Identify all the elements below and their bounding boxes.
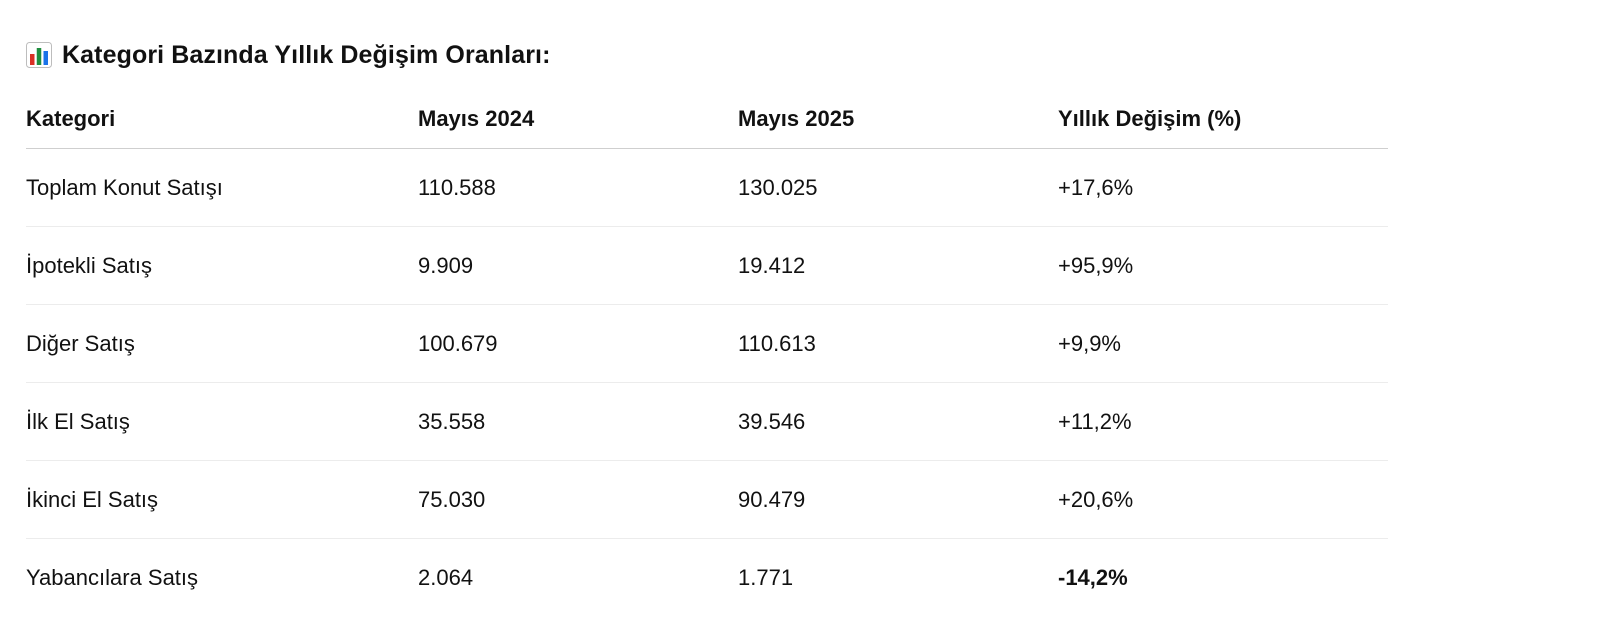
cell-may-2025: 90.479 [738,460,1058,539]
bar-chart-icon [26,42,52,68]
cell-annual-change: +95,9% [1058,226,1388,305]
table-row: Yabancılara Satış 2.064 1.771 -14,2% [26,539,1388,617]
cell-category: İkinci El Satış [26,460,418,539]
table-header-row: Kategori Mayıs 2024 Mayıs 2025 Yıllık De… [26,90,1388,149]
cell-category: Toplam Konut Satışı [26,148,418,227]
table-row: İpotekli Satış 9.909 19.412 +95,9% [26,226,1388,305]
section-heading: Kategori Bazında Yıllık Değişim Oranları… [26,36,551,74]
cell-may-2024: 2.064 [418,564,474,590]
cell-annual-change: +9,9% [1058,304,1388,383]
column-header-category: Kategori [26,90,418,149]
cell-annual-change-emphasized: -14,2% [1058,564,1128,590]
annual-change-table: Kategori Mayıs 2024 Mayıs 2025 Yıllık De… [26,90,1388,616]
section-title: Kategori Bazında Yıllık Değişim Oranları… [62,40,551,69]
cell-category: Yabancılara Satış [26,564,199,590]
cell-may-2024: 35.558 [418,382,738,461]
column-header-may-2024: Mayıs 2024 [418,90,738,149]
cell-may-2024: 110.588 [418,148,738,227]
cell-may-2025: 110.613 [738,304,1058,383]
table-row: İlk El Satış 35.558 39.546 +11,2% [26,382,1388,461]
cell-may-2025: 130.025 [738,148,1058,227]
cell-category: Diğer Satış [26,304,418,383]
cell-may-2024: 100.679 [418,304,738,383]
column-header-annual-change: Yıllık Değişim (%) [1058,90,1388,149]
cell-category: İlk El Satış [26,382,418,461]
cell-annual-change: +17,6% [1058,148,1388,227]
cell-may-2024: 9.909 [418,226,738,305]
cell-may-2025: 39.546 [738,382,1058,461]
cell-may-2024: 75.030 [418,460,738,539]
table-row: Toplam Konut Satışı 110.588 130.025 +17,… [26,148,1388,227]
cell-may-2025: 19.412 [738,226,1058,305]
table-row: İkinci El Satış 75.030 90.479 +20,6% [26,460,1388,539]
cell-annual-change: +20,6% [1058,460,1388,539]
cell-may-2025: 1.771 [738,564,794,590]
column-header-may-2025: Mayıs 2025 [738,90,1058,149]
cell-annual-change: +11,2% [1058,382,1388,461]
cell-category: İpotekli Satış [26,226,418,305]
table-row: Diğer Satış 100.679 110.613 +9,9% [26,304,1388,383]
